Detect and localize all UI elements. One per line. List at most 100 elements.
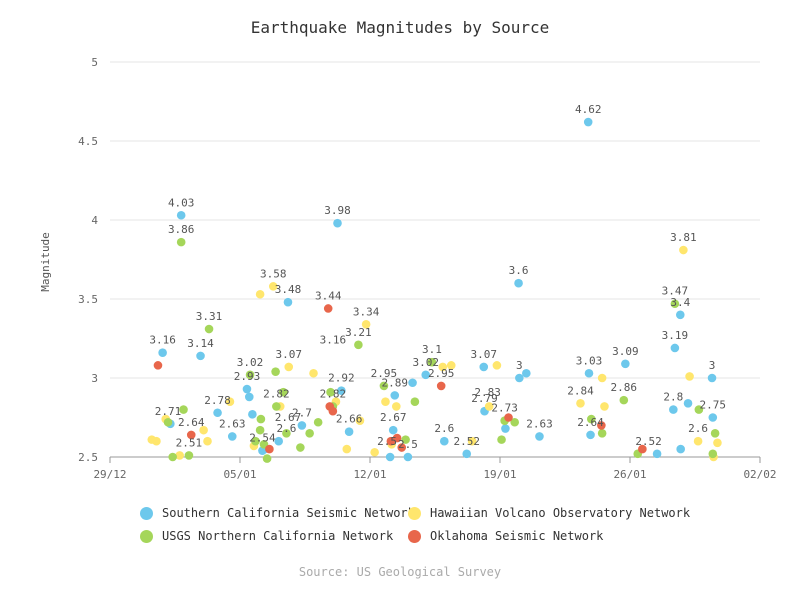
data-point bbox=[256, 414, 266, 424]
data-point bbox=[305, 429, 314, 438]
data-label: 3.02 bbox=[237, 356, 264, 369]
data-label: 2.6 bbox=[688, 422, 708, 435]
data-point bbox=[515, 373, 524, 383]
data-label: 3.98 bbox=[324, 204, 351, 217]
legend-swatch bbox=[140, 506, 153, 520]
data-point bbox=[244, 392, 254, 402]
source-credit: Source: US Geological Survey bbox=[298, 565, 502, 579]
data-point bbox=[670, 343, 680, 353]
data-point bbox=[675, 310, 685, 320]
data-point bbox=[713, 438, 722, 448]
legend-swatch bbox=[408, 506, 421, 520]
data-point bbox=[184, 451, 194, 460]
data-point bbox=[158, 348, 167, 358]
data-label: 2.63 bbox=[526, 417, 553, 430]
legend-item-hawaiian-volcano[interactable]: Hawaiian Volcano Observatory Network bbox=[408, 506, 690, 520]
y-tick-label: 5 bbox=[91, 56, 98, 69]
data-label: 3.6 bbox=[509, 264, 529, 277]
data-label: 3.44 bbox=[315, 289, 342, 302]
data-point bbox=[296, 443, 305, 452]
data-point bbox=[203, 436, 212, 446]
data-label: 2.64 bbox=[577, 416, 604, 429]
data-label: 2.73 bbox=[491, 402, 518, 415]
data-point bbox=[427, 357, 437, 367]
data-label: 2.8 bbox=[663, 391, 683, 404]
data-label: 3 bbox=[709, 359, 716, 372]
legend-label: Hawaiian Volcano Observatory Network bbox=[430, 506, 691, 520]
data-label: 2.95 bbox=[371, 367, 398, 380]
data-label: 3.4 bbox=[670, 296, 690, 309]
data-point bbox=[225, 397, 235, 407]
data-label: 2.83 bbox=[474, 386, 501, 399]
chart-title: Earthquake Magnitudes by Source bbox=[251, 18, 550, 37]
legend-item-southern-california[interactable]: Southern California Seismic Network bbox=[140, 506, 415, 520]
data-label: 3.58 bbox=[260, 267, 287, 280]
data-point bbox=[175, 451, 184, 460]
data-label: 2.54 bbox=[249, 432, 276, 445]
data-label: 3.16 bbox=[149, 334, 176, 347]
legend-item-usgs-northern-california[interactable]: USGS Northern California Network bbox=[140, 529, 393, 543]
data-point bbox=[501, 424, 510, 433]
data-label: 3.07 bbox=[276, 348, 303, 361]
data-label: 2.75 bbox=[700, 399, 727, 412]
x-tick-label: 02/02 bbox=[743, 468, 776, 481]
y-tick-label: 2.5 bbox=[78, 451, 98, 464]
data-label: 2.84 bbox=[567, 384, 594, 397]
data-point bbox=[227, 432, 237, 441]
data-label: 2.78 bbox=[204, 394, 231, 407]
data-point bbox=[446, 361, 456, 370]
data-label: 3.21 bbox=[345, 326, 372, 339]
data-point bbox=[679, 245, 688, 255]
data-point bbox=[274, 436, 283, 446]
data-point bbox=[283, 297, 293, 307]
data-point bbox=[196, 351, 205, 361]
data-label: 3.07 bbox=[471, 348, 498, 361]
data-label: 3.34 bbox=[353, 305, 380, 318]
data-point bbox=[265, 444, 274, 454]
data-label: 2.86 bbox=[611, 381, 638, 394]
data-point bbox=[421, 370, 431, 380]
x-tick-label: 26/01 bbox=[613, 468, 646, 481]
data-point bbox=[694, 405, 704, 414]
data-point bbox=[179, 405, 188, 414]
data-label: 3.48 bbox=[275, 283, 302, 296]
data-label: 2.79 bbox=[471, 392, 498, 405]
data-point bbox=[309, 368, 318, 378]
data-label: 2.82 bbox=[320, 387, 347, 400]
data-point bbox=[583, 117, 593, 127]
legend-item-oklahoma[interactable]: Oklahoma Seismic Network bbox=[408, 529, 603, 543]
data-point bbox=[313, 417, 323, 427]
data-point bbox=[587, 414, 596, 424]
data-label: 4.62 bbox=[575, 103, 602, 116]
legend-swatch bbox=[408, 529, 421, 543]
data-point bbox=[676, 444, 685, 454]
legend-swatch bbox=[140, 529, 153, 543]
data-point bbox=[497, 435, 506, 444]
data-points bbox=[147, 117, 722, 463]
data-point bbox=[271, 367, 280, 376]
data-label: 2.51 bbox=[176, 436, 203, 449]
x-tick-label: 19/01 bbox=[483, 468, 516, 481]
data-point bbox=[248, 410, 257, 419]
data-point bbox=[597, 373, 607, 383]
data-point bbox=[492, 361, 502, 370]
data-point bbox=[504, 413, 513, 422]
data-point bbox=[268, 282, 278, 291]
data-point bbox=[401, 435, 410, 444]
data-labels: 3.16 4.03 3.14 3.98 2.92 3.6 3 4.62 3.58 3.81 3.86… bbox=[149, 103, 726, 451]
data-point bbox=[323, 304, 333, 313]
data-point bbox=[685, 372, 694, 381]
data-point bbox=[255, 425, 265, 435]
data-point bbox=[693, 436, 703, 446]
data-label: 2.7 bbox=[292, 406, 312, 419]
data-point bbox=[410, 397, 420, 407]
data-point bbox=[535, 432, 544, 441]
legend-label: USGS Northern California Network bbox=[162, 529, 394, 543]
x-tick-label: 29/12 bbox=[93, 468, 126, 481]
y-tick-label: 3.5 bbox=[78, 293, 98, 306]
data-point bbox=[390, 391, 400, 400]
data-point bbox=[163, 417, 173, 427]
data-label: 2.64 bbox=[178, 416, 205, 429]
data-label: 2.5 bbox=[377, 435, 397, 448]
data-label: 3.02 bbox=[412, 356, 439, 369]
